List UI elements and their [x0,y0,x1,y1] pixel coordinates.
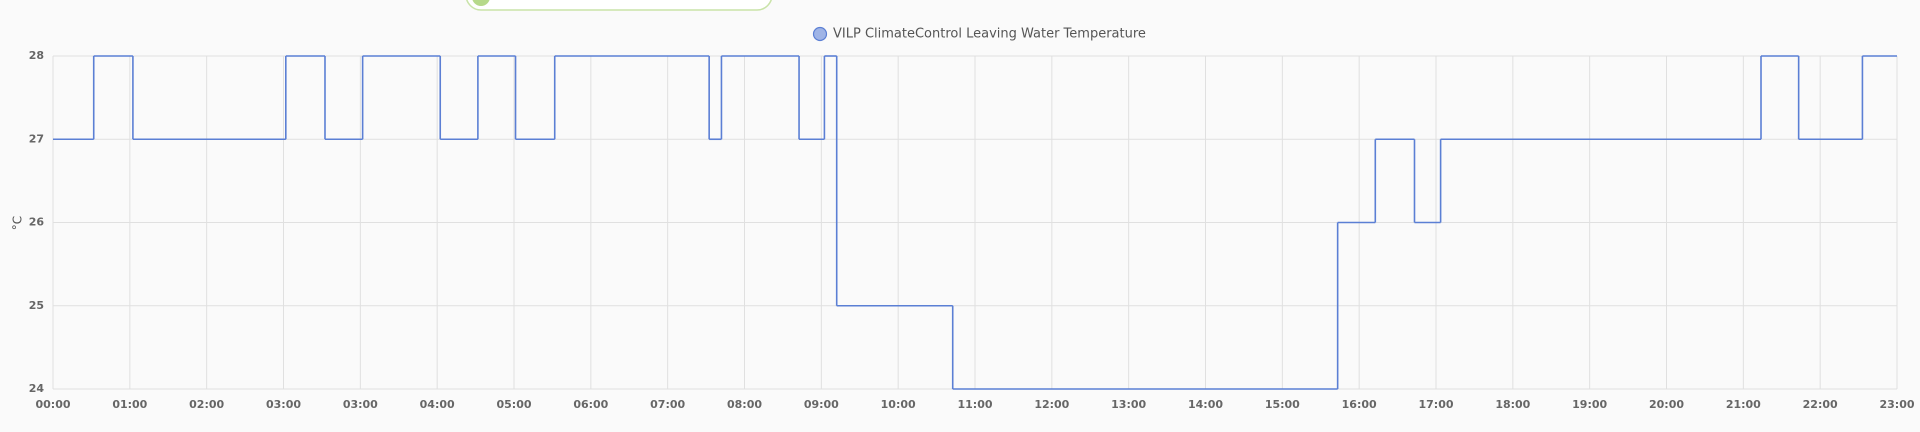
x-tick-label: 11:00 [957,398,992,411]
x-tick-label: 08:00 [727,398,762,411]
partial-chip [466,0,772,11]
x-tick-label: 07:00 [650,398,685,411]
y-tick-label: 24 [29,382,45,395]
y-tick-label: 25 [29,299,44,312]
x-tick-label: 18:00 [1495,398,1530,411]
x-tick-label: 06:00 [573,398,608,411]
x-tick-label: 17:00 [1418,398,1453,411]
x-tick-label: 22:00 [1803,398,1838,411]
y-axis-label: °C [11,216,25,230]
x-tick-label: 20:00 [1649,398,1684,411]
x-tick-label: 13:00 [1111,398,1146,411]
x-tick-label: 21:00 [1726,398,1761,411]
x-tick-label: 01:00 [112,398,147,411]
x-tick-label: 10:00 [881,398,916,411]
legend-label: VILP ClimateControl Leaving Water Temper… [833,27,1146,42]
y-tick-label: 27 [29,132,44,145]
x-tick-label: 12:00 [1034,398,1069,411]
y-tick-label: 26 [29,216,45,229]
legend-marker [812,26,828,42]
x-tick-label: 09:00 [804,398,839,411]
x-tick-label: 02:00 [189,398,224,411]
x-tick-label: 05:00 [496,398,531,411]
y-tick-label: 28 [29,49,44,62]
x-tick-label: 23:00 [1879,398,1914,411]
x-tick-label: 15:00 [1265,398,1300,411]
x-tick-label: 16:00 [1342,398,1377,411]
chip-icon [472,0,490,6]
x-tick-label: 14:00 [1188,398,1223,411]
x-tick-label: 03:00 [266,398,301,411]
x-tick-label: 19:00 [1572,398,1607,411]
x-tick-label: 00:00 [35,398,70,411]
x-tick-label: 04:00 [420,398,455,411]
x-tick-label: 03:00 [343,398,378,411]
